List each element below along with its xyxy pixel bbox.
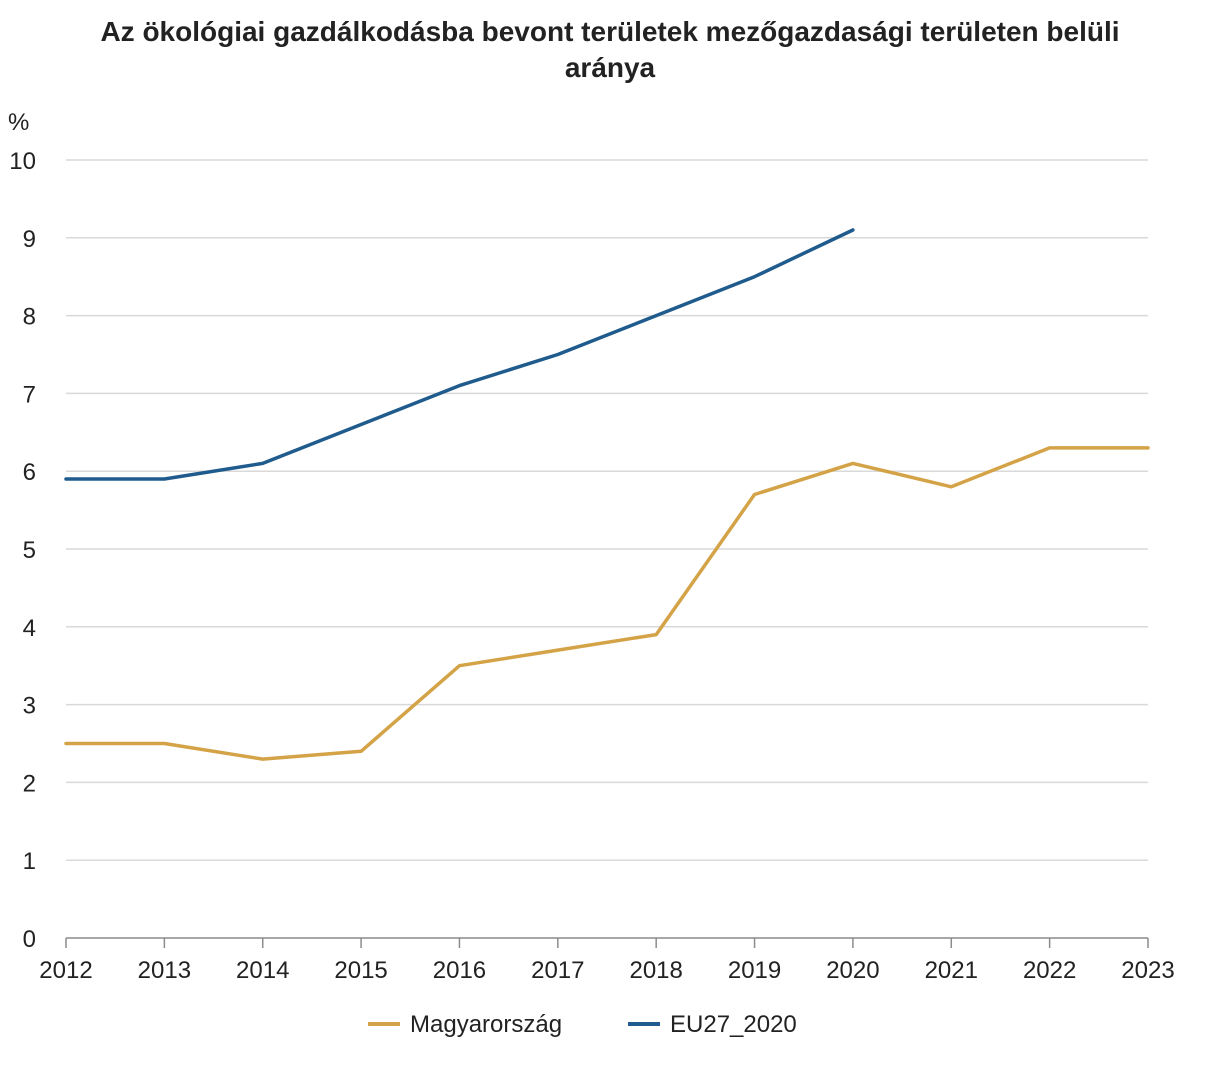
y-tick-label: 3 bbox=[23, 693, 36, 720]
legend: Magyarország EU27_2020 bbox=[368, 1011, 797, 1038]
y-tick-label: 6 bbox=[23, 459, 36, 486]
series-line-1 bbox=[64, 446, 1150, 761]
x-tick-label: 2022 bbox=[1023, 957, 1076, 984]
x-tick-label: 2017 bbox=[531, 957, 584, 984]
grid-lines bbox=[66, 159, 1148, 861]
y-tick-label: 5 bbox=[23, 537, 36, 564]
y-axis-unit-label: % bbox=[8, 109, 29, 136]
x-tick-label: 2014 bbox=[236, 957, 289, 984]
series-line-2 bbox=[64, 228, 855, 481]
legend-label: EU27_2020 bbox=[670, 1011, 797, 1038]
x-tick-label: 2019 bbox=[728, 957, 781, 984]
x-tick-label: 2016 bbox=[433, 957, 486, 984]
x-tick-label: 2015 bbox=[334, 957, 387, 984]
legend-item: EU27_2020 bbox=[628, 1011, 797, 1038]
x-tick-label: 2013 bbox=[138, 957, 191, 984]
y-tick-label: 7 bbox=[23, 381, 36, 408]
y-tick-label: 4 bbox=[23, 615, 36, 642]
x-axis-labels: 2012 2013 2014 2015 2016 2017 2018 2019 2020 2021… bbox=[39, 957, 1174, 984]
y-tick-label: 10 bbox=[9, 148, 36, 175]
y-tick-label: 0 bbox=[23, 926, 36, 953]
y-tick-label: 8 bbox=[23, 304, 36, 331]
y-tick-label: 2 bbox=[23, 770, 36, 797]
series-lines bbox=[64, 228, 1150, 761]
legend-item: Magyarország bbox=[368, 1011, 562, 1038]
x-tick-label: 2020 bbox=[826, 957, 879, 984]
y-axis: 0 1 2 3 4 5 6 7 8 9 10 bbox=[9, 148, 36, 953]
x-tick-label: 2018 bbox=[629, 957, 682, 984]
x-tick-label: 2012 bbox=[39, 957, 92, 984]
x-tick-label: 2021 bbox=[925, 957, 978, 984]
x-axis bbox=[65, 937, 1149, 948]
x-tick-label: 2023 bbox=[1121, 957, 1174, 984]
y-tick-label: 9 bbox=[23, 226, 36, 253]
legend-label: Magyarország bbox=[410, 1011, 562, 1038]
y-tick-label: 1 bbox=[23, 848, 36, 875]
chart-title: Az ökológiai gazdálkodásba bevont terüle… bbox=[100, 16, 1120, 83]
